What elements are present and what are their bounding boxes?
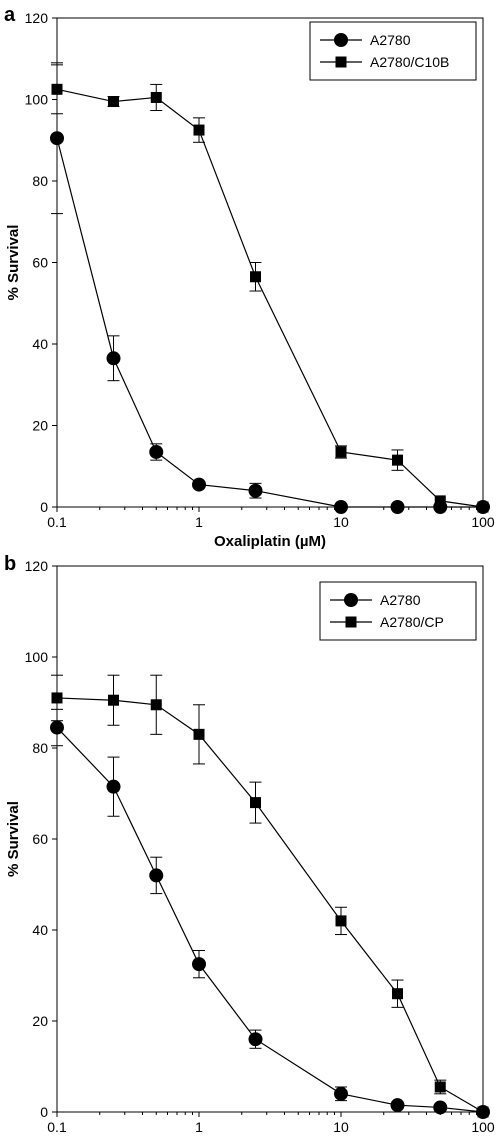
series-2 xyxy=(51,64,489,513)
plot-frame xyxy=(56,17,484,508)
data-point-circle xyxy=(334,1086,348,1101)
legend-item: A2780 xyxy=(330,592,421,608)
x-tick-label: 100 xyxy=(471,514,495,530)
legend-item: A2780 xyxy=(320,32,411,48)
data-point-square xyxy=(108,96,120,108)
data-point-circle xyxy=(192,957,206,972)
data-point-square xyxy=(51,83,63,95)
x-axis-title: Oxaliplatin (µM) xyxy=(214,533,326,550)
series-2 xyxy=(51,674,489,1118)
y-tick-label: 80 xyxy=(32,740,48,756)
data-point-square xyxy=(250,271,262,283)
data-point-square xyxy=(150,91,162,103)
y-tick-label: 80 xyxy=(32,173,48,189)
legend-label: A2780/C10B xyxy=(370,54,449,70)
y-tick-label: 120 xyxy=(25,10,49,26)
series-line xyxy=(56,697,484,1113)
chart-panel-a: a 0 20 40 60 80 100 120 0.1 1 10 100 Oxaliplatin (µM… xyxy=(4,4,495,550)
legend-marker-circle xyxy=(344,593,358,607)
series-1 xyxy=(50,62,490,514)
x-tick-label: 100 xyxy=(471,1119,495,1132)
legend-label: A2780 xyxy=(380,592,421,608)
data-point-circle xyxy=(50,131,64,146)
data-point-square xyxy=(335,915,347,927)
legend-item: A2780/CP xyxy=(330,614,444,630)
legend-label: A2780 xyxy=(370,32,411,48)
data-point-circle xyxy=(50,720,64,735)
data-point-square xyxy=(250,797,262,809)
x-tick-label: 0.1 xyxy=(47,1119,67,1132)
x-tick-label: 10 xyxy=(333,1119,349,1132)
data-point-circle xyxy=(390,500,405,514)
data-point-square xyxy=(434,495,446,507)
y-tick-label: 0 xyxy=(40,1104,48,1120)
x-tick-label: 1 xyxy=(195,1119,203,1132)
data-point-circle xyxy=(433,1100,448,1115)
y-tick-label: 100 xyxy=(25,92,49,108)
y-axis-title: % Survival xyxy=(5,801,22,877)
data-point-square xyxy=(193,124,205,136)
data-point-square xyxy=(108,694,120,706)
legend-marker-square xyxy=(335,56,347,68)
panel-letter: a xyxy=(4,4,16,26)
panel-letter: b xyxy=(4,553,16,575)
data-point-square xyxy=(335,446,347,458)
legend-box xyxy=(309,21,477,81)
data-point-square xyxy=(51,692,63,704)
data-point-circle xyxy=(149,868,164,883)
y-axis-title: % Survival xyxy=(5,225,22,301)
legend: A2780 A2780/C10B xyxy=(309,21,477,81)
data-point-circle xyxy=(106,351,121,366)
y-tick-label: 40 xyxy=(32,336,48,352)
series-line xyxy=(56,138,483,508)
x-tick-label: 1 xyxy=(195,514,203,530)
data-point-circle xyxy=(149,444,164,459)
data-point-square xyxy=(392,454,404,466)
data-point-circle xyxy=(334,500,348,514)
y-tick-label: 60 xyxy=(32,831,48,847)
legend-marker-square xyxy=(345,616,357,628)
legend-item: A2780/C10B xyxy=(320,54,449,70)
legend-box xyxy=(319,581,477,641)
data-point-square xyxy=(392,988,404,1000)
series-line xyxy=(56,88,484,508)
data-point-circle xyxy=(106,779,121,794)
y-tick-label: 0 xyxy=(40,499,48,515)
y-tick-label: 120 xyxy=(25,558,49,574)
series-1 xyxy=(50,708,490,1119)
x-tick-label: 10 xyxy=(333,514,349,530)
data-point-circle xyxy=(390,1098,405,1113)
data-point-square xyxy=(477,1106,489,1118)
plot-frame xyxy=(56,565,484,1113)
legend-marker-circle xyxy=(334,33,348,47)
y-tick-label: 60 xyxy=(32,255,48,271)
data-point-circle xyxy=(248,1032,263,1047)
x-tick-label: 0.1 xyxy=(47,514,67,530)
data-point-square xyxy=(193,728,205,740)
data-point-square xyxy=(150,699,162,711)
data-point-square xyxy=(477,501,489,513)
legend: A2780 A2780/CP xyxy=(319,581,477,641)
y-tick-label: 20 xyxy=(32,1013,48,1029)
legend-label: A2780/CP xyxy=(380,614,444,630)
series-line xyxy=(56,727,484,1113)
y-tick-label: 20 xyxy=(32,418,48,434)
y-tick-label: 100 xyxy=(25,649,49,665)
data-point-circle xyxy=(192,477,206,492)
data-point-circle xyxy=(248,483,263,498)
data-point-square xyxy=(434,1081,446,1093)
y-tick-label: 40 xyxy=(32,922,48,938)
